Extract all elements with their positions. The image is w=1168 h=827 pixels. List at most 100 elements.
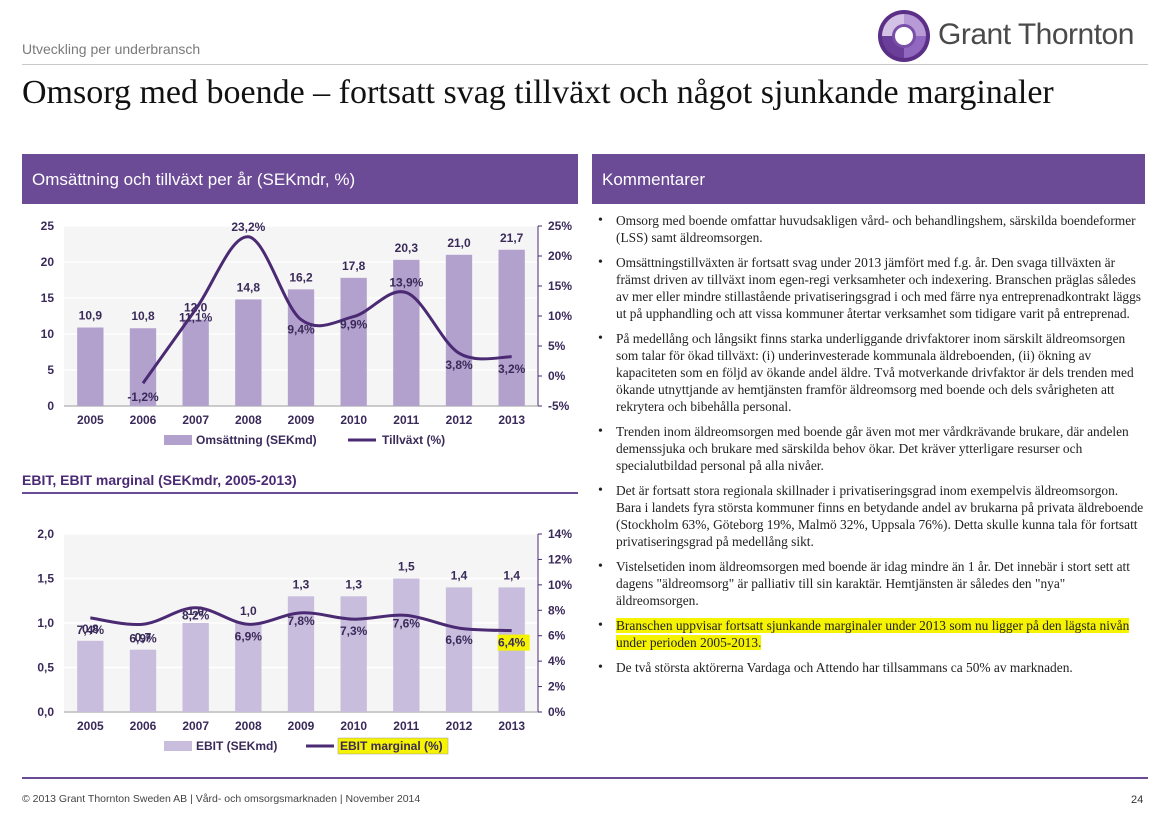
bar (498, 249, 525, 406)
y2-tick-label: 10% (548, 309, 572, 323)
y-tick-label: 2,0 (37, 527, 54, 541)
line-value-label: 6,9% (129, 631, 157, 645)
y-tick-label: 0,0 (37, 705, 54, 719)
bar-value-label: 0,8 (82, 622, 99, 636)
footer-copyright: © 2013 Grant Thornton Sweden AB | Vård- … (22, 793, 421, 805)
bar (182, 623, 209, 712)
x-tick-label: 2011 (393, 719, 419, 733)
line-value-label: 7,3% (340, 624, 368, 638)
bar-value-label: 10,9 (79, 309, 103, 323)
bar-value-label: 1,5 (398, 560, 415, 574)
legend-bar-swatch (164, 741, 192, 751)
bar (235, 623, 262, 712)
line-value-label: 11,1% (179, 310, 213, 324)
y2-tick-label: -5% (548, 399, 570, 413)
header-divider (22, 64, 1148, 65)
revenue-growth-chart: 0 5 10 15 20 25 -5% 0% 5% 10% 15% 20% 25% 10,9 2005 10,… (41, 219, 573, 447)
comment-text: Branschen uppvisar fortsatt sjunkande ma… (616, 618, 1130, 650)
y-tick-label: 1,0 (37, 616, 54, 630)
x-tick-label: 2008 (235, 719, 262, 733)
x-tick-label: 2013 (498, 413, 525, 427)
y-tick-label: 10 (41, 327, 55, 341)
section-label: Utveckling per underbransch (22, 41, 201, 57)
y2-tick-label: 5% (548, 339, 566, 353)
line-value-label: 23,2% (231, 220, 265, 234)
y2-tick-label: 10% (548, 578, 572, 592)
comment-text: De två största aktörerna Vardaga och Att… (616, 660, 1073, 675)
y-tick-label: 0 (47, 399, 54, 413)
y-tick-label: 1,5 (37, 572, 54, 586)
y-tick-label: 15 (41, 291, 55, 305)
page-number: 24 (1131, 794, 1144, 806)
bar-value-label: 1,4 (451, 568, 468, 582)
y2-tick-label: 25% (548, 219, 572, 233)
line-value-label: 8,2% (182, 609, 210, 623)
line-value-label: 7,4% (77, 623, 105, 637)
comment-item: Vistelsetiden inom äldreomsorgen med boe… (596, 558, 1146, 609)
bar (235, 299, 262, 406)
x-tick-label: 2006 (130, 719, 157, 733)
x-tick-label: 2007 (182, 413, 209, 427)
line-value-label: 3,2% (498, 362, 526, 376)
bar (393, 578, 420, 712)
comment-item: Omsättningstillväxten är fortsatt svag u… (596, 254, 1146, 322)
comments-list: Omsorg med boende omfattar huvudsakligen… (596, 212, 1146, 684)
bar-value-label: 20,3 (395, 241, 419, 255)
bar (182, 319, 209, 406)
y2-tick-label: 2% (548, 680, 566, 694)
line-value-label: 13,9% (389, 276, 423, 290)
bar (445, 254, 473, 406)
line-value-label: 7,6% (393, 616, 421, 630)
x-tick-label: 2012 (446, 413, 473, 427)
y-tick-label: 25 (41, 219, 55, 233)
brand-name: Grant Thornton (938, 18, 1134, 51)
legend-bar-label: EBIT (SEKmd) (196, 739, 277, 753)
y2-tick-label: 20% (548, 249, 572, 263)
bar (340, 277, 367, 406)
legend-line-label: EBIT marginal (%) (340, 739, 443, 753)
comment-item: Det är fortsatt stora regionala skillnad… (596, 482, 1146, 550)
series-line (141, 235, 512, 385)
bar-value-label: 1,3 (293, 577, 310, 591)
footer-divider (22, 777, 1148, 779)
series-line (90, 606, 512, 633)
x-tick-label: 2013 (498, 719, 525, 733)
line-value-label: 9,9% (340, 318, 368, 332)
bar (340, 596, 367, 712)
bar-value-label: 21,0 (447, 236, 471, 250)
y2-tick-label: 15% (548, 279, 572, 293)
x-tick-label: 2005 (77, 719, 104, 733)
line-value-label: 3,8% (445, 358, 473, 372)
comment-item: På medellång och långsikt finns starka u… (596, 330, 1146, 415)
line-value-label: 9,4% (287, 323, 315, 337)
chart2-divider (22, 492, 578, 494)
logo-swirl-icon (878, 10, 930, 62)
bar (129, 328, 157, 406)
comment-text: Omsättningstillväxten är fortsatt svag u… (616, 255, 1142, 321)
bar-value-label: 21,7 (500, 231, 524, 245)
grant-thornton-logo: Grant Thornton (876, 8, 1146, 64)
x-tick-label: 2008 (235, 413, 262, 427)
bar (393, 259, 420, 406)
line-value-label: 6,9% (235, 629, 263, 643)
comment-text: Trenden inom äldreomsorgen med boende gå… (616, 424, 1129, 473)
bar-value-label: 0,7 (135, 631, 152, 645)
bar-value-label: 16,2 (289, 270, 313, 284)
y-tick-label: 20 (41, 255, 55, 269)
y2-tick-label: 0% (548, 705, 566, 719)
x-tick-label: 2005 (77, 413, 104, 427)
x-tick-label: 2006 (130, 413, 157, 427)
bar-value-label: 1,0 (240, 604, 257, 618)
y2-tick-label: 8% (548, 603, 566, 617)
chart1-header: Omsättning och tillväxt per år (SEKmdr, … (22, 154, 578, 204)
x-tick-label: 2009 (288, 413, 315, 427)
comment-text: Det är fortsatt stora regionala skillnad… (616, 483, 1144, 549)
x-tick-label: 2010 (340, 413, 367, 427)
legend-bar-label: Omsättning (SEKmd) (196, 433, 317, 447)
ebit-margin-chart: 0,0 0,5 1,0 1,5 2,0 0% 2% 4% 6% 8% 10% 12% 14% 0,8 200… (37, 527, 572, 755)
bar-value-label: 10,8 (131, 309, 155, 323)
line-value-label: 6,6% (445, 633, 473, 647)
y2-tick-label: 14% (548, 527, 572, 541)
bar (129, 649, 157, 712)
bar-value-label: 1,3 (345, 577, 362, 591)
